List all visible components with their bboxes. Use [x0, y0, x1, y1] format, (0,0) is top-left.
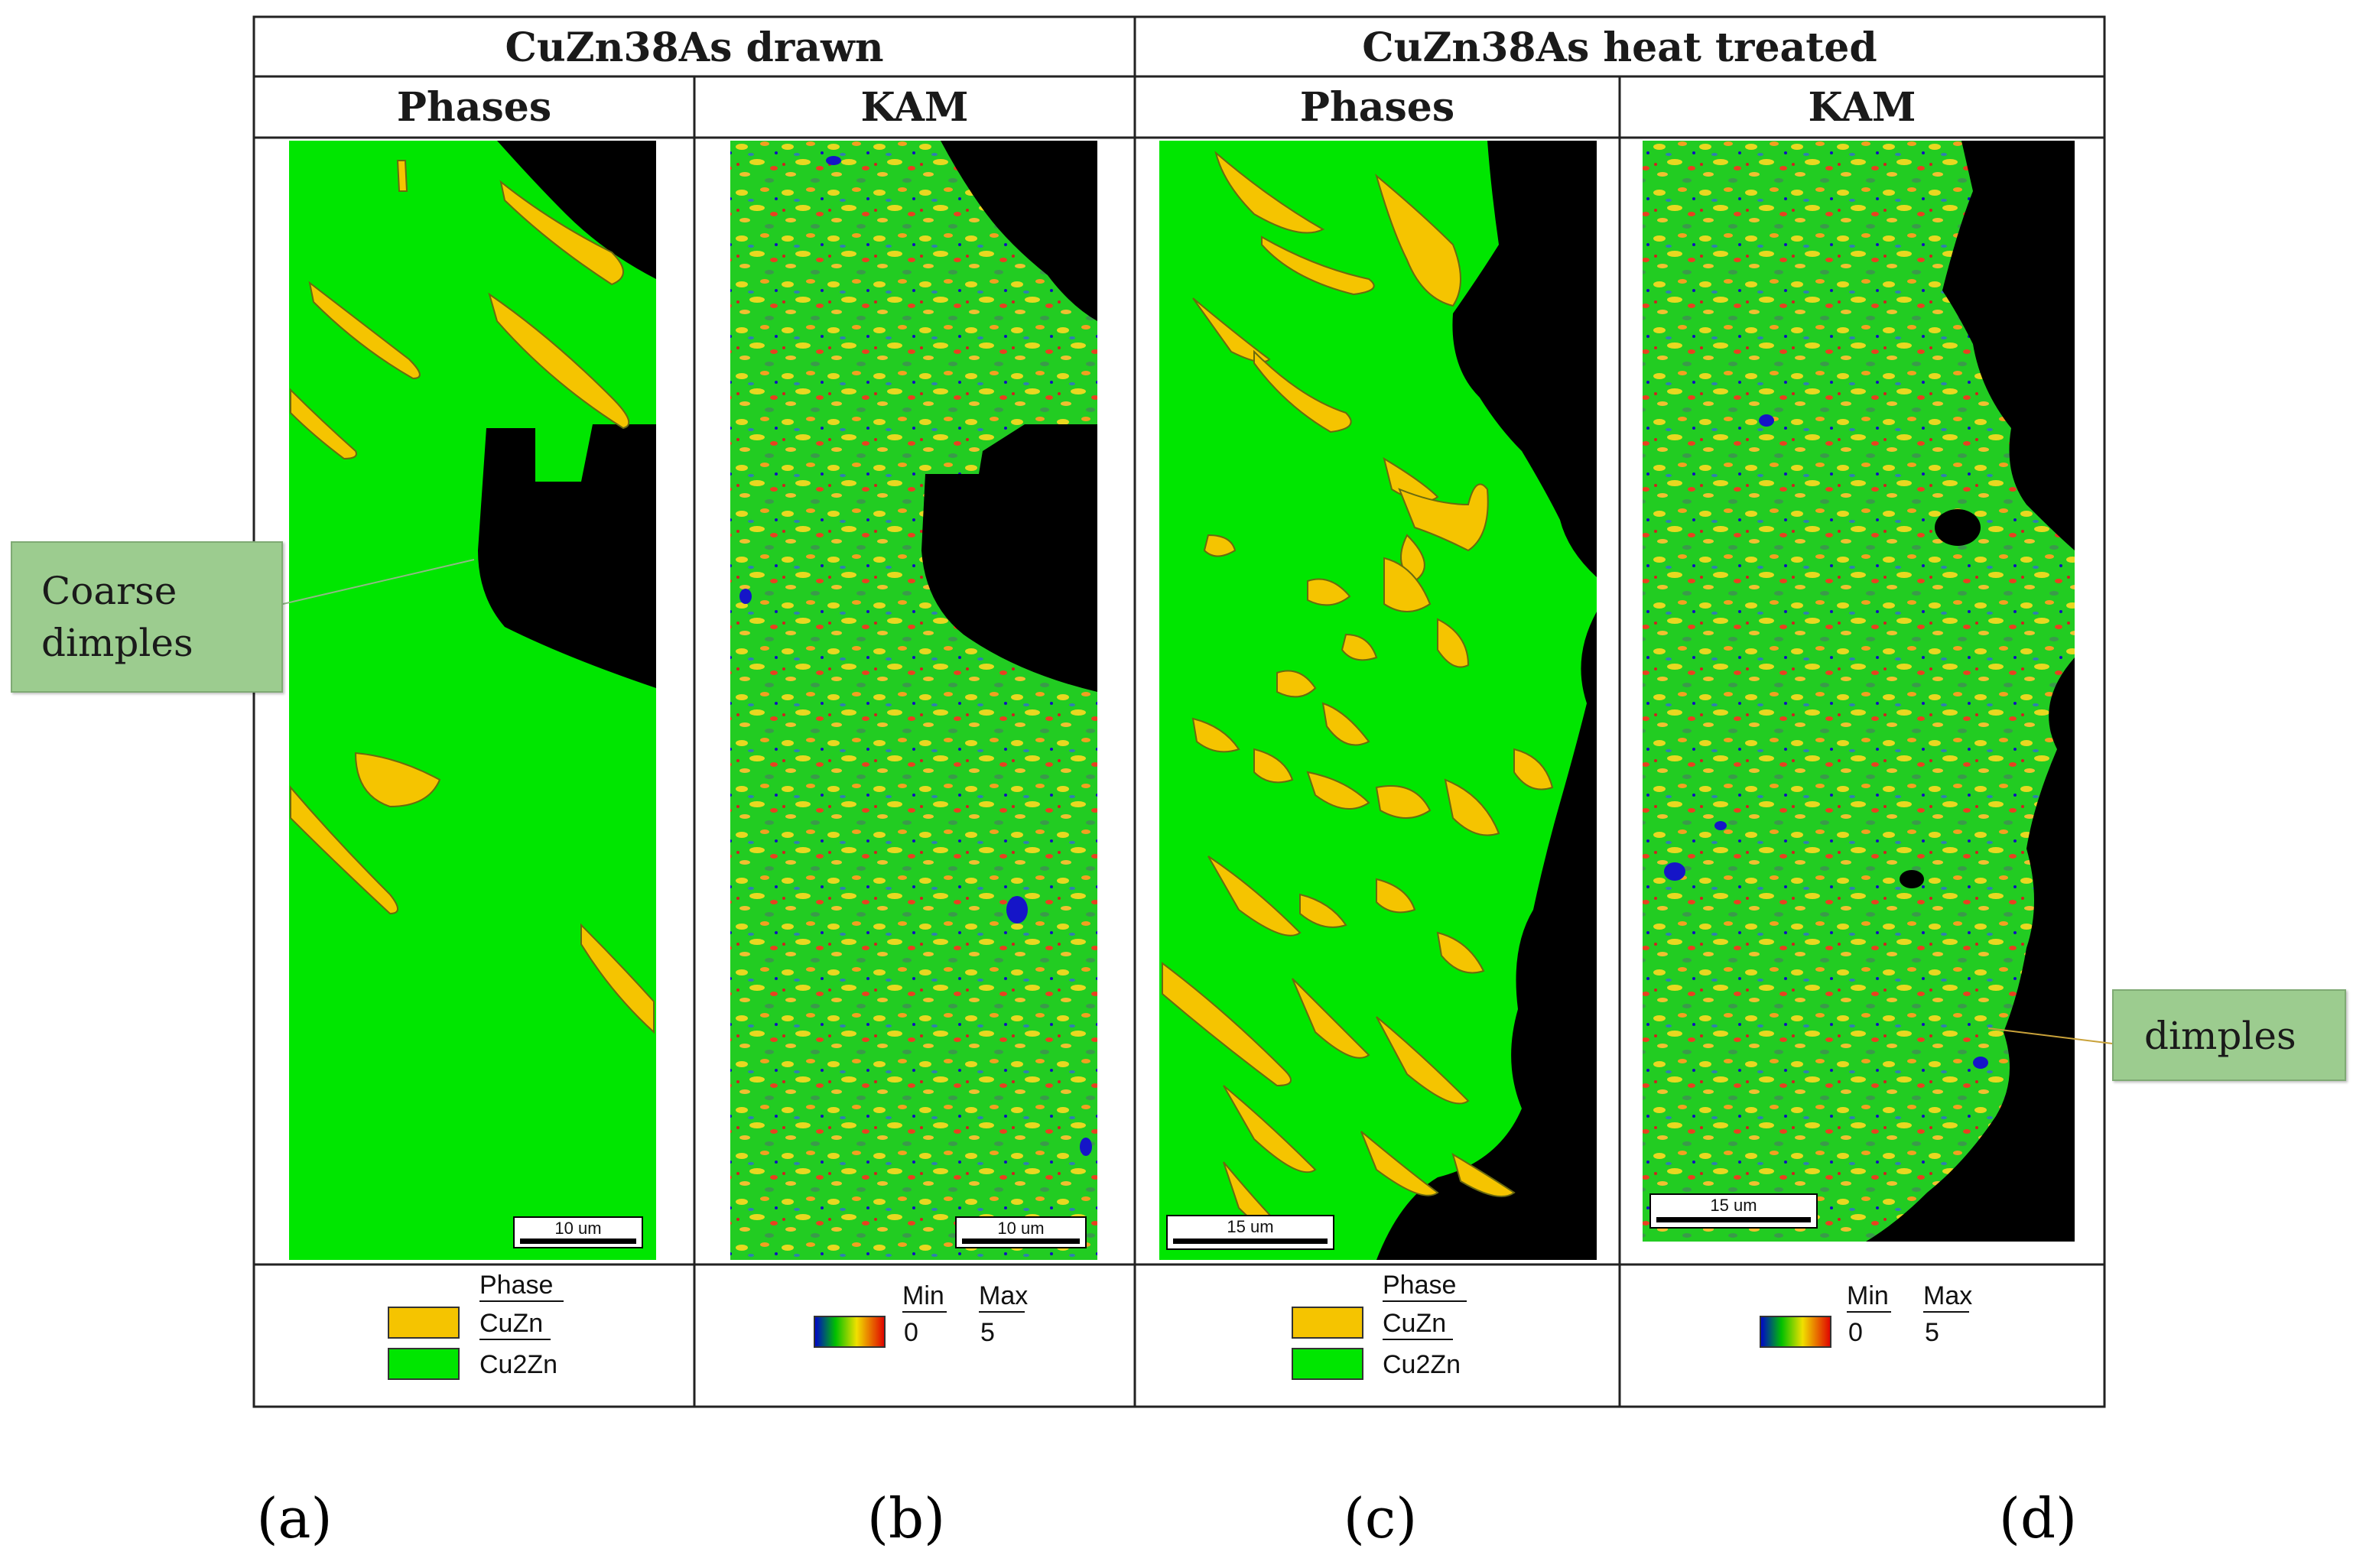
group-header-drawn: CuZn38As drawn	[505, 24, 884, 71]
kam-color-scale	[1760, 1316, 1831, 1348]
column-header-phases-c: Phases	[1299, 84, 1455, 131]
kam-color-scale	[814, 1316, 886, 1348]
legend-swatch-cu2zn	[388, 1348, 460, 1380]
legend-label-cuzn: CuZn	[1383, 1309, 1446, 1338]
legend-label-cu2zn: Cu2Zn	[1383, 1350, 1461, 1379]
legend-title: Phase	[1383, 1271, 1456, 1300]
group-header-heat-treated: CuZn38As heat treated	[1362, 24, 1877, 71]
panel-label-a: (a)	[256, 1486, 333, 1550]
scale-bar-label: 10 um	[554, 1219, 601, 1238]
legend-kam-b: Min Max 0 5	[814, 1281, 1028, 1348]
callout-dimples-text: dimples	[2144, 1014, 2296, 1058]
callout-pointer-coarse	[282, 559, 475, 605]
legend-min-label: Min	[902, 1281, 944, 1310]
panel-label-b: (b)	[866, 1486, 946, 1550]
column-header-phases-a: Phases	[396, 84, 552, 131]
legend-kam-d: Min Max 0 5	[1760, 1281, 1972, 1348]
column-header-kam-b: KAM	[860, 84, 969, 131]
panel-d-kam-map: 15 um	[1643, 141, 2075, 1242]
legend-title: Phase	[479, 1271, 553, 1300]
legend-min-label: Min	[1847, 1281, 1889, 1310]
column-header-kam-d: KAM	[1808, 84, 1916, 131]
legend-label-cu2zn: Cu2Zn	[479, 1350, 557, 1379]
callout-coarse-dimples: Coarse dimples	[11, 541, 283, 693]
scale-bar-label: 10 um	[997, 1219, 1044, 1238]
legend-max-label: Max	[979, 1281, 1028, 1310]
legend-max-value: 5	[1925, 1318, 1939, 1347]
callout-coarse-dimples-text: Coarse dimples	[41, 569, 193, 665]
panel-b-kam-map: 10 um	[730, 141, 1097, 1260]
legend-phase-c: Phase CuZn Cu2Zn	[1292, 1271, 1467, 1380]
table-frame	[252, 15, 2106, 1408]
panel-label-c: (c)	[1343, 1486, 1418, 1550]
legend-min-value: 0	[904, 1318, 918, 1347]
legend-max-value: 5	[980, 1318, 995, 1347]
panel-c-phase-map: 15 um	[1159, 141, 1597, 1260]
legend-swatch-cuzn	[388, 1307, 460, 1339]
legend-label-cuzn: CuZn	[479, 1309, 543, 1338]
scale-bar-label: 15 um	[1710, 1196, 1757, 1215]
legend-min-value: 0	[1848, 1318, 1863, 1347]
callout-pointer-fine	[1987, 1027, 2113, 1044]
legend-phase-a: Phase CuZn Cu2Zn	[388, 1271, 564, 1380]
panel-label-d: (d)	[1998, 1486, 2078, 1550]
legend-swatch-cuzn	[1292, 1307, 1363, 1339]
legend-swatch-cu2zn	[1292, 1348, 1363, 1380]
panel-a-phase-map: 10 um	[289, 141, 656, 1260]
legend-max-label: Max	[1923, 1281, 1972, 1310]
callout-dimples: dimples	[2112, 989, 2346, 1081]
scale-bar-label: 15 um	[1227, 1217, 1273, 1236]
